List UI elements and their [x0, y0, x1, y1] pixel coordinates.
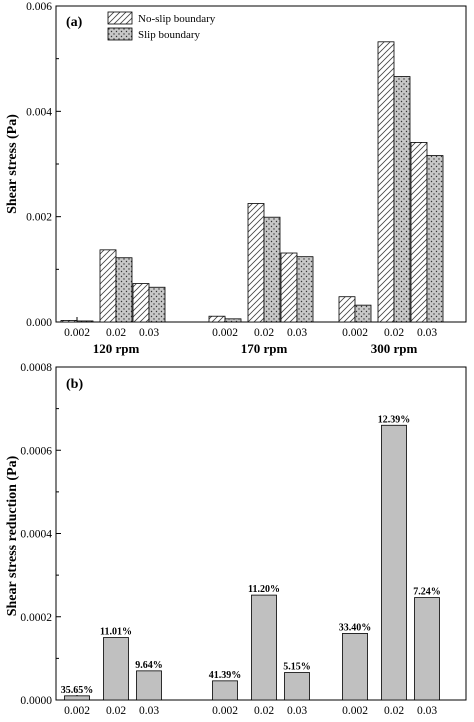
panel-b: 0.0000 0.0002 0.0004 0.0006 0.0008 0.002 0.02 0… — [5, 362, 467, 722]
bar-slip — [263, 216, 281, 323]
bar-data-label: 7.24% — [413, 587, 441, 598]
bar-no-slip — [208, 315, 226, 323]
bar-slip — [115, 257, 133, 323]
legend-label-no-slip: No-slip boundary — [138, 13, 216, 25]
panel-b-ytick-label: 0.0006 — [20, 445, 52, 457]
bar-no-slip — [60, 320, 78, 323]
panel-a-xtick-label: 0.03 — [417, 327, 437, 339]
panel-b-label: (b) — [66, 377, 83, 392]
bar-data-label: 11.01% — [100, 627, 132, 638]
panel-a-xtick-label: 0.002 — [342, 327, 368, 339]
bar-no-slip — [132, 283, 150, 323]
panel-b-group-label: 170 rpm — [241, 719, 288, 722]
bar-slip — [354, 304, 372, 323]
legend-swatch-slip — [107, 27, 133, 41]
bar-data-label: 9.64% — [135, 660, 163, 671]
bar-data-label: 35.65% — [61, 685, 94, 696]
bar-reduction — [212, 680, 238, 701]
panel-b-xtick-label: 0.002 — [212, 705, 238, 717]
bar-data-label: 33.40% — [339, 622, 372, 633]
bar-data-label: 11.20% — [248, 584, 280, 595]
bar-reduction — [414, 597, 440, 701]
panel-b-ytick-label: 0.0008 — [20, 362, 52, 374]
panel-a-group-label: 170 rpm — [241, 341, 288, 356]
bar-slip — [426, 155, 444, 323]
panel-b-ytick-label: 0.0004 — [20, 529, 52, 541]
panel-b-ylabel: Shear stress reduction (Pa) — [5, 455, 20, 616]
bar-reduction — [342, 633, 368, 701]
bar-slip — [148, 286, 166, 323]
panel-a-ylabel: Shear stress (Pa) — [5, 114, 20, 214]
bar-no-slip — [280, 252, 298, 323]
bar-slip — [296, 256, 314, 323]
bar-no-slip — [247, 203, 265, 323]
panel-a-group-label: 300 rpm — [371, 341, 418, 356]
bar-no-slip — [338, 296, 356, 323]
panel-a-ytick-label: 0.002 — [26, 212, 52, 224]
panel-a: 0.000 0.002 0.004 0.006 0.002 0.02 0.03 120 rpm… — [5, 1, 467, 356]
bar-reduction — [284, 672, 310, 701]
panel-a-xtick-label: 0.02 — [384, 327, 404, 339]
bar-no-slip — [377, 41, 395, 323]
bar-slip — [224, 318, 242, 323]
panel-b-xtick-label: 0.03 — [287, 705, 307, 717]
panel-a-ytick-label: 0.006 — [26, 1, 52, 13]
bar-data-label: 12.39% — [378, 414, 411, 425]
legend-label-slip: Slip boundary — [138, 29, 201, 41]
panel-b-xtick-label: 0.02 — [106, 705, 126, 717]
panel-a-group-label: 120 rpm — [93, 341, 140, 356]
panel-a-legend: No-slip boundary Slip boundary — [107, 11, 216, 41]
panel-b-xtick-label: 0.02 — [254, 705, 274, 717]
panel-a-label: (a) — [66, 15, 83, 30]
panel-b-xtick-label: 0.002 — [64, 705, 90, 717]
bar-data-label: 41.39% — [209, 670, 242, 681]
panel-a-ytick-label: 0.000 — [26, 317, 52, 329]
panel-b-xtick-label: 0.002 — [342, 705, 368, 717]
bar-reduction — [381, 424, 407, 701]
panel-a-xtick-label: 0.002 — [212, 327, 238, 339]
panel-a-xtick-label: 0.02 — [106, 327, 126, 339]
legend-swatch-no-slip — [107, 11, 133, 25]
panel-b-xtick-label: 0.02 — [384, 705, 404, 717]
panel-a-xtick-label: 0.002 — [64, 327, 90, 339]
panel-b-xtick-label: 0.03 — [417, 705, 437, 717]
panel-b-ytick-label: 0.0002 — [20, 612, 52, 624]
panel-b-group-label: 120 rpm — [93, 719, 140, 722]
bar-no-slip — [99, 249, 117, 323]
panel-b-group-label: 300 rpm — [371, 719, 418, 722]
bar-reduction — [103, 637, 129, 701]
panel-b-xtick-label: 0.03 — [139, 705, 159, 717]
bar-reduction — [251, 594, 277, 701]
bar-reduction — [64, 695, 90, 701]
panel-a-xtick-label: 0.03 — [139, 327, 159, 339]
bar-no-slip — [410, 142, 428, 323]
panel-b-ytick-label: 0.0000 — [20, 695, 52, 707]
bar-slip — [393, 76, 411, 323]
panel-a-ytick-label: 0.004 — [26, 106, 52, 118]
bar-slip — [76, 320, 94, 323]
panel-a-xtick-label: 0.03 — [287, 327, 307, 339]
panel-a-xtick-label: 0.02 — [254, 327, 274, 339]
bar-data-label: 5.15% — [283, 662, 311, 673]
bar-reduction — [136, 670, 162, 701]
